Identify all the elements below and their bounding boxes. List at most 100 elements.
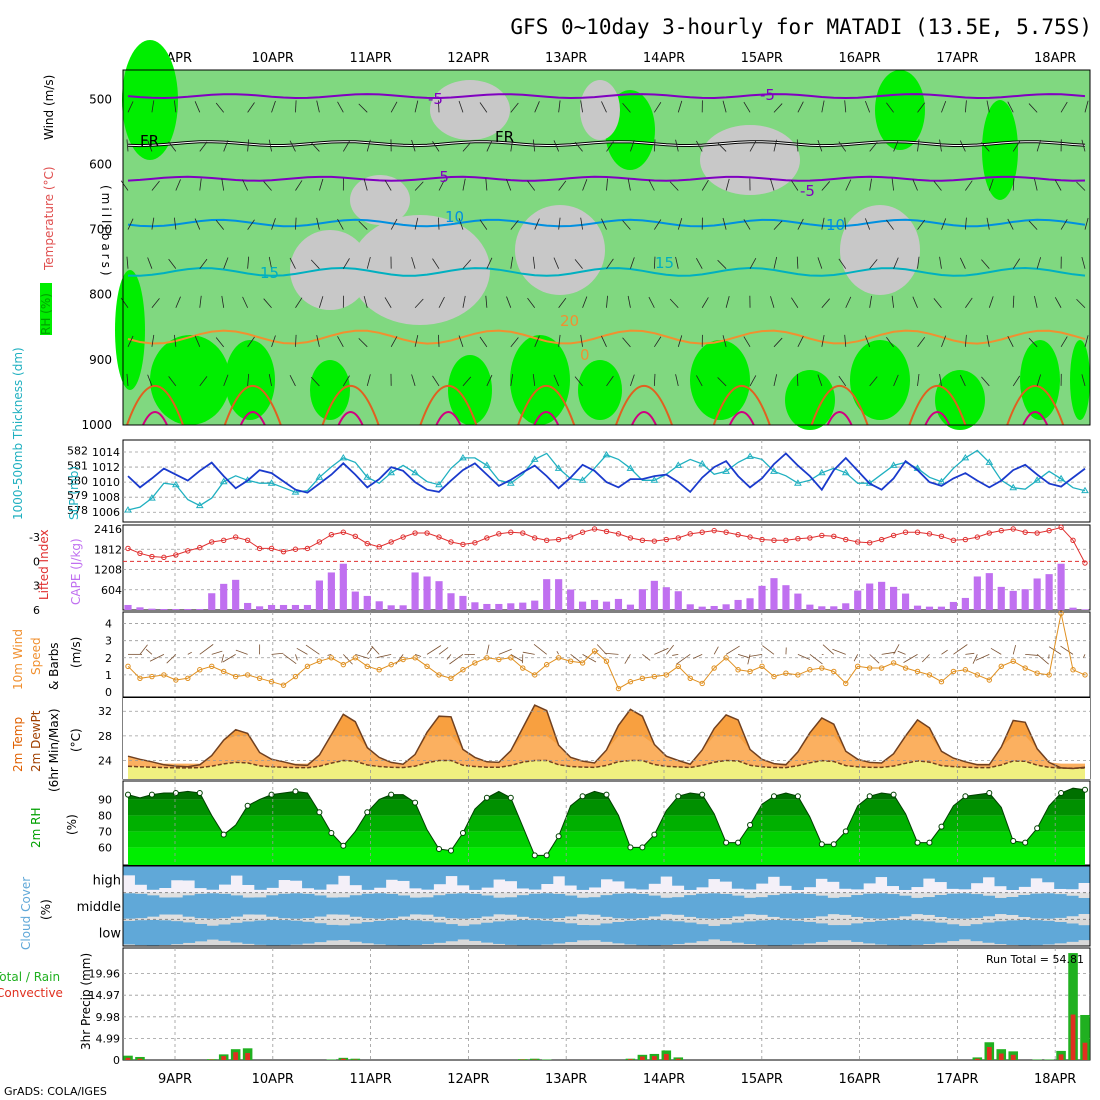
cloud-high-bar [731,866,745,889]
cape-bar [770,578,778,610]
cloud-high-bar [970,866,984,884]
wind-barb [653,373,656,386]
wind-barb [717,377,727,387]
wind-barb [532,256,536,269]
cloud-mid-bar [1030,893,1043,919]
rh2m-marker [866,793,873,800]
precip-total-bar [529,1058,540,1060]
wind10m-marker [292,673,299,680]
cloud-mid-bar [970,894,984,918]
rh2m-marker [531,852,538,859]
cloud-high-bar [397,866,411,881]
wind-barb [622,220,631,230]
pressure-tick: 700 [89,223,112,237]
wind-barb [865,218,871,230]
wind-barb [981,376,990,387]
wind-barb [506,296,512,308]
wind-barb [342,258,350,269]
thickness-marker [794,479,802,486]
rh2m-marker [938,823,945,830]
wind-barb [821,100,825,113]
cloud-high-bar [588,866,602,888]
wind-barb [917,373,920,386]
wind-barb [432,375,440,387]
wind-barb [534,335,540,347]
wind10m-marker [819,665,825,671]
wind-barb [648,179,655,191]
cape-bar [543,579,551,610]
wind10m-barb [283,654,297,664]
wind-barb [390,336,398,348]
rh2m-tick: 80 [98,809,112,822]
cloud-high-bar [815,866,828,879]
wind-barb [534,218,540,230]
cloud-low-bar [493,921,506,944]
wind-barb [844,100,847,113]
cloud-high-bar [660,866,673,877]
cape-bar [734,599,742,610]
li-marker [508,529,514,535]
cloud-high-bar [612,866,625,882]
wind-barb [986,100,990,113]
wind-barb [1084,100,1089,113]
cape-bar [279,604,288,610]
wind-barb [510,256,514,269]
cape-bar [459,595,467,610]
thickness-marker [602,450,611,458]
wind-barb [558,100,561,113]
wind10m-barb [832,648,846,655]
cloud-cover-panel: high middle low [77,865,1091,947]
cloud-low-bar [505,920,518,945]
wind-barb [717,259,727,269]
wind10m-marker [843,680,849,687]
wind-barb [553,374,560,387]
li-tick: -3 [29,531,40,544]
rh2m-marker [627,844,634,851]
wind-barb [168,376,177,387]
cloud-mid-bar [337,897,351,915]
li-marker [651,538,658,544]
cape-bar [255,606,264,610]
li-marker [926,531,933,537]
wind-barb [773,103,783,113]
contour-label: -5 [800,182,815,200]
wind-barb [986,217,990,230]
top-date-label: 15APR [741,51,783,66]
li-marker [555,536,562,543]
rh-moist-region [510,335,570,425]
wind10m-marker [675,663,681,670]
rh-moist-region [115,270,145,390]
thickness-marker [195,501,204,509]
isotherm-25-bump [419,384,478,426]
cape-bar [973,576,981,610]
wind10m-barb [305,644,320,655]
wind10m-panel-frame [122,611,1091,698]
wind-barb [677,335,683,347]
wind-barb [630,257,635,269]
wind10m-marker [603,658,610,664]
wind-barb [675,139,679,152]
rh2m-marker [328,830,335,836]
rh2m-marker [268,791,275,798]
rh-moist-region [150,335,230,425]
wind-barb [247,102,255,113]
cloud-level-label: low [99,927,122,942]
cape-bar [878,581,886,610]
wind10m-marker [244,672,251,678]
slp-series-line [127,452,1086,494]
cape-bar [746,598,754,610]
wind10m-marker [687,675,693,682]
wind-barb [215,220,225,230]
wind-barb [310,142,320,152]
cloud-low-bar [887,920,900,946]
wind-barb [653,139,656,152]
wind-barb [981,259,990,269]
cloud-mid-bar [146,895,160,917]
wind-barb [199,258,208,269]
wind-barb [221,178,225,191]
cloud-mid-bar [648,895,661,917]
wind-barb [437,334,440,347]
wind10m-barb [199,644,214,655]
wind-barb [247,256,250,269]
li-marker [627,535,634,541]
